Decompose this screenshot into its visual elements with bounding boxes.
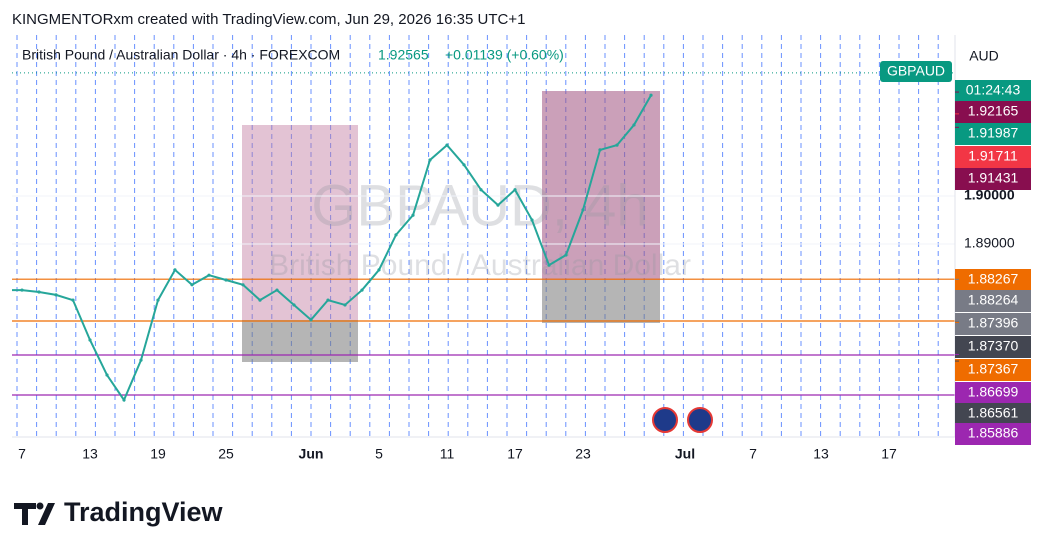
price-point <box>105 373 109 377</box>
price-label: 1.88264 <box>968 292 1019 308</box>
price-label-bg <box>955 290 1031 312</box>
price-point <box>71 298 75 302</box>
x-tick-label: 25 <box>218 446 234 462</box>
legend-last: 1.92565 <box>378 47 429 63</box>
price-point <box>88 338 92 342</box>
price-point <box>326 298 330 302</box>
price-label-bg <box>955 403 1031 425</box>
box-pink <box>242 125 358 320</box>
price-point <box>139 358 143 362</box>
price-label: 1.86699 <box>968 384 1019 400</box>
symbol-tag: GBPAUD <box>887 63 945 79</box>
legend-change: +0.01139 (+0.60%) <box>445 47 564 63</box>
price-label-bg <box>955 269 1031 291</box>
price-point <box>598 148 602 152</box>
price-label: 1.87396 <box>968 315 1019 331</box>
price-label: 1.86561 <box>968 405 1019 421</box>
price-point <box>513 188 517 192</box>
price-label-bg <box>955 168 1031 190</box>
price-point <box>309 318 313 322</box>
y-tick-label: 1.89000 <box>964 235 1015 251</box>
price-label-bg <box>955 423 1031 445</box>
price-label-bg <box>955 313 1031 335</box>
price-label-bg <box>955 382 1031 404</box>
session-lines <box>16 35 939 437</box>
price-label: 1.88267 <box>968 271 1019 287</box>
price-point <box>20 288 24 292</box>
price-point <box>54 293 58 297</box>
x-tick-label: 13 <box>82 446 98 462</box>
flags <box>652 407 713 433</box>
countdown: 01:24:43 <box>966 82 1021 98</box>
logo <box>14 502 55 525</box>
price-point <box>581 208 585 212</box>
price-point <box>411 213 415 217</box>
price-point <box>428 158 432 162</box>
price-label: 1.92165 <box>968 103 1019 119</box>
price-label-bg <box>955 146 1031 168</box>
header: KINGMENTORxm created with TradingView.co… <box>12 11 525 28</box>
price-point <box>649 93 653 97</box>
price-label-bg <box>955 359 1031 381</box>
x-tick-label: 11 <box>440 446 455 462</box>
price-point <box>343 303 347 307</box>
watermark-description: British Pound / Australian Dollar <box>269 249 691 282</box>
box-gray <box>242 320 358 362</box>
price-point <box>564 253 568 257</box>
price-point <box>122 398 126 402</box>
x-tick-label: 7 <box>18 446 26 462</box>
price-point <box>224 278 228 282</box>
currency: AUD <box>969 48 999 64</box>
countdown-bg <box>955 80 1031 101</box>
price-label-bg <box>955 101 1031 123</box>
price-point <box>37 290 41 294</box>
price-point <box>156 298 160 302</box>
box-gray <box>542 280 660 323</box>
box-pink <box>542 91 660 280</box>
x-tick-label: Jun <box>299 446 324 462</box>
x-tick-label: Jul <box>675 446 695 462</box>
x-tick-label: 7 <box>749 446 757 462</box>
x-tick-label: 5 <box>375 446 383 462</box>
price-point <box>462 163 466 167</box>
price-point <box>394 233 398 237</box>
price-point <box>377 268 381 272</box>
x-tick-label: 13 <box>813 446 829 462</box>
x-tick-label: 17 <box>507 446 523 462</box>
price-point <box>479 188 483 192</box>
price-label: 1.87367 <box>968 361 1019 377</box>
price-point <box>258 298 262 302</box>
price-point <box>173 268 177 272</box>
price-point <box>445 143 449 147</box>
price-label: 1.85886 <box>968 425 1019 441</box>
x-tick-label: 17 <box>881 446 897 462</box>
symbol-tag-bg <box>880 61 952 82</box>
price-point <box>241 283 245 287</box>
price-point <box>207 273 211 277</box>
price-point <box>360 288 364 292</box>
price-point <box>190 283 194 287</box>
y-tick-label: 1.90000 <box>964 187 1015 203</box>
x-tick-label: 19 <box>150 446 166 462</box>
price-point <box>275 288 279 292</box>
price-point <box>496 203 500 207</box>
x-tick-label: 23 <box>575 446 591 462</box>
price-label: 1.91431 <box>968 170 1019 186</box>
price-label: 1.87370 <box>968 338 1019 354</box>
legend-title: British Pound / Australian Dollar · 4h ·… <box>22 47 340 63</box>
price-point <box>547 263 551 267</box>
watermark-symbol: GBPAUD, 4h <box>311 173 648 238</box>
price-point <box>615 143 619 147</box>
price-label-bg <box>955 123 1031 145</box>
price-label: 1.91987 <box>968 125 1019 141</box>
price-label-bg <box>955 336 1031 358</box>
price-point <box>530 218 534 222</box>
price-label: 1.91711 <box>968 148 1018 164</box>
price-point <box>292 303 296 307</box>
price-point <box>632 123 636 127</box>
plot <box>12 72 955 403</box>
brand: TradingView <box>64 497 224 527</box>
